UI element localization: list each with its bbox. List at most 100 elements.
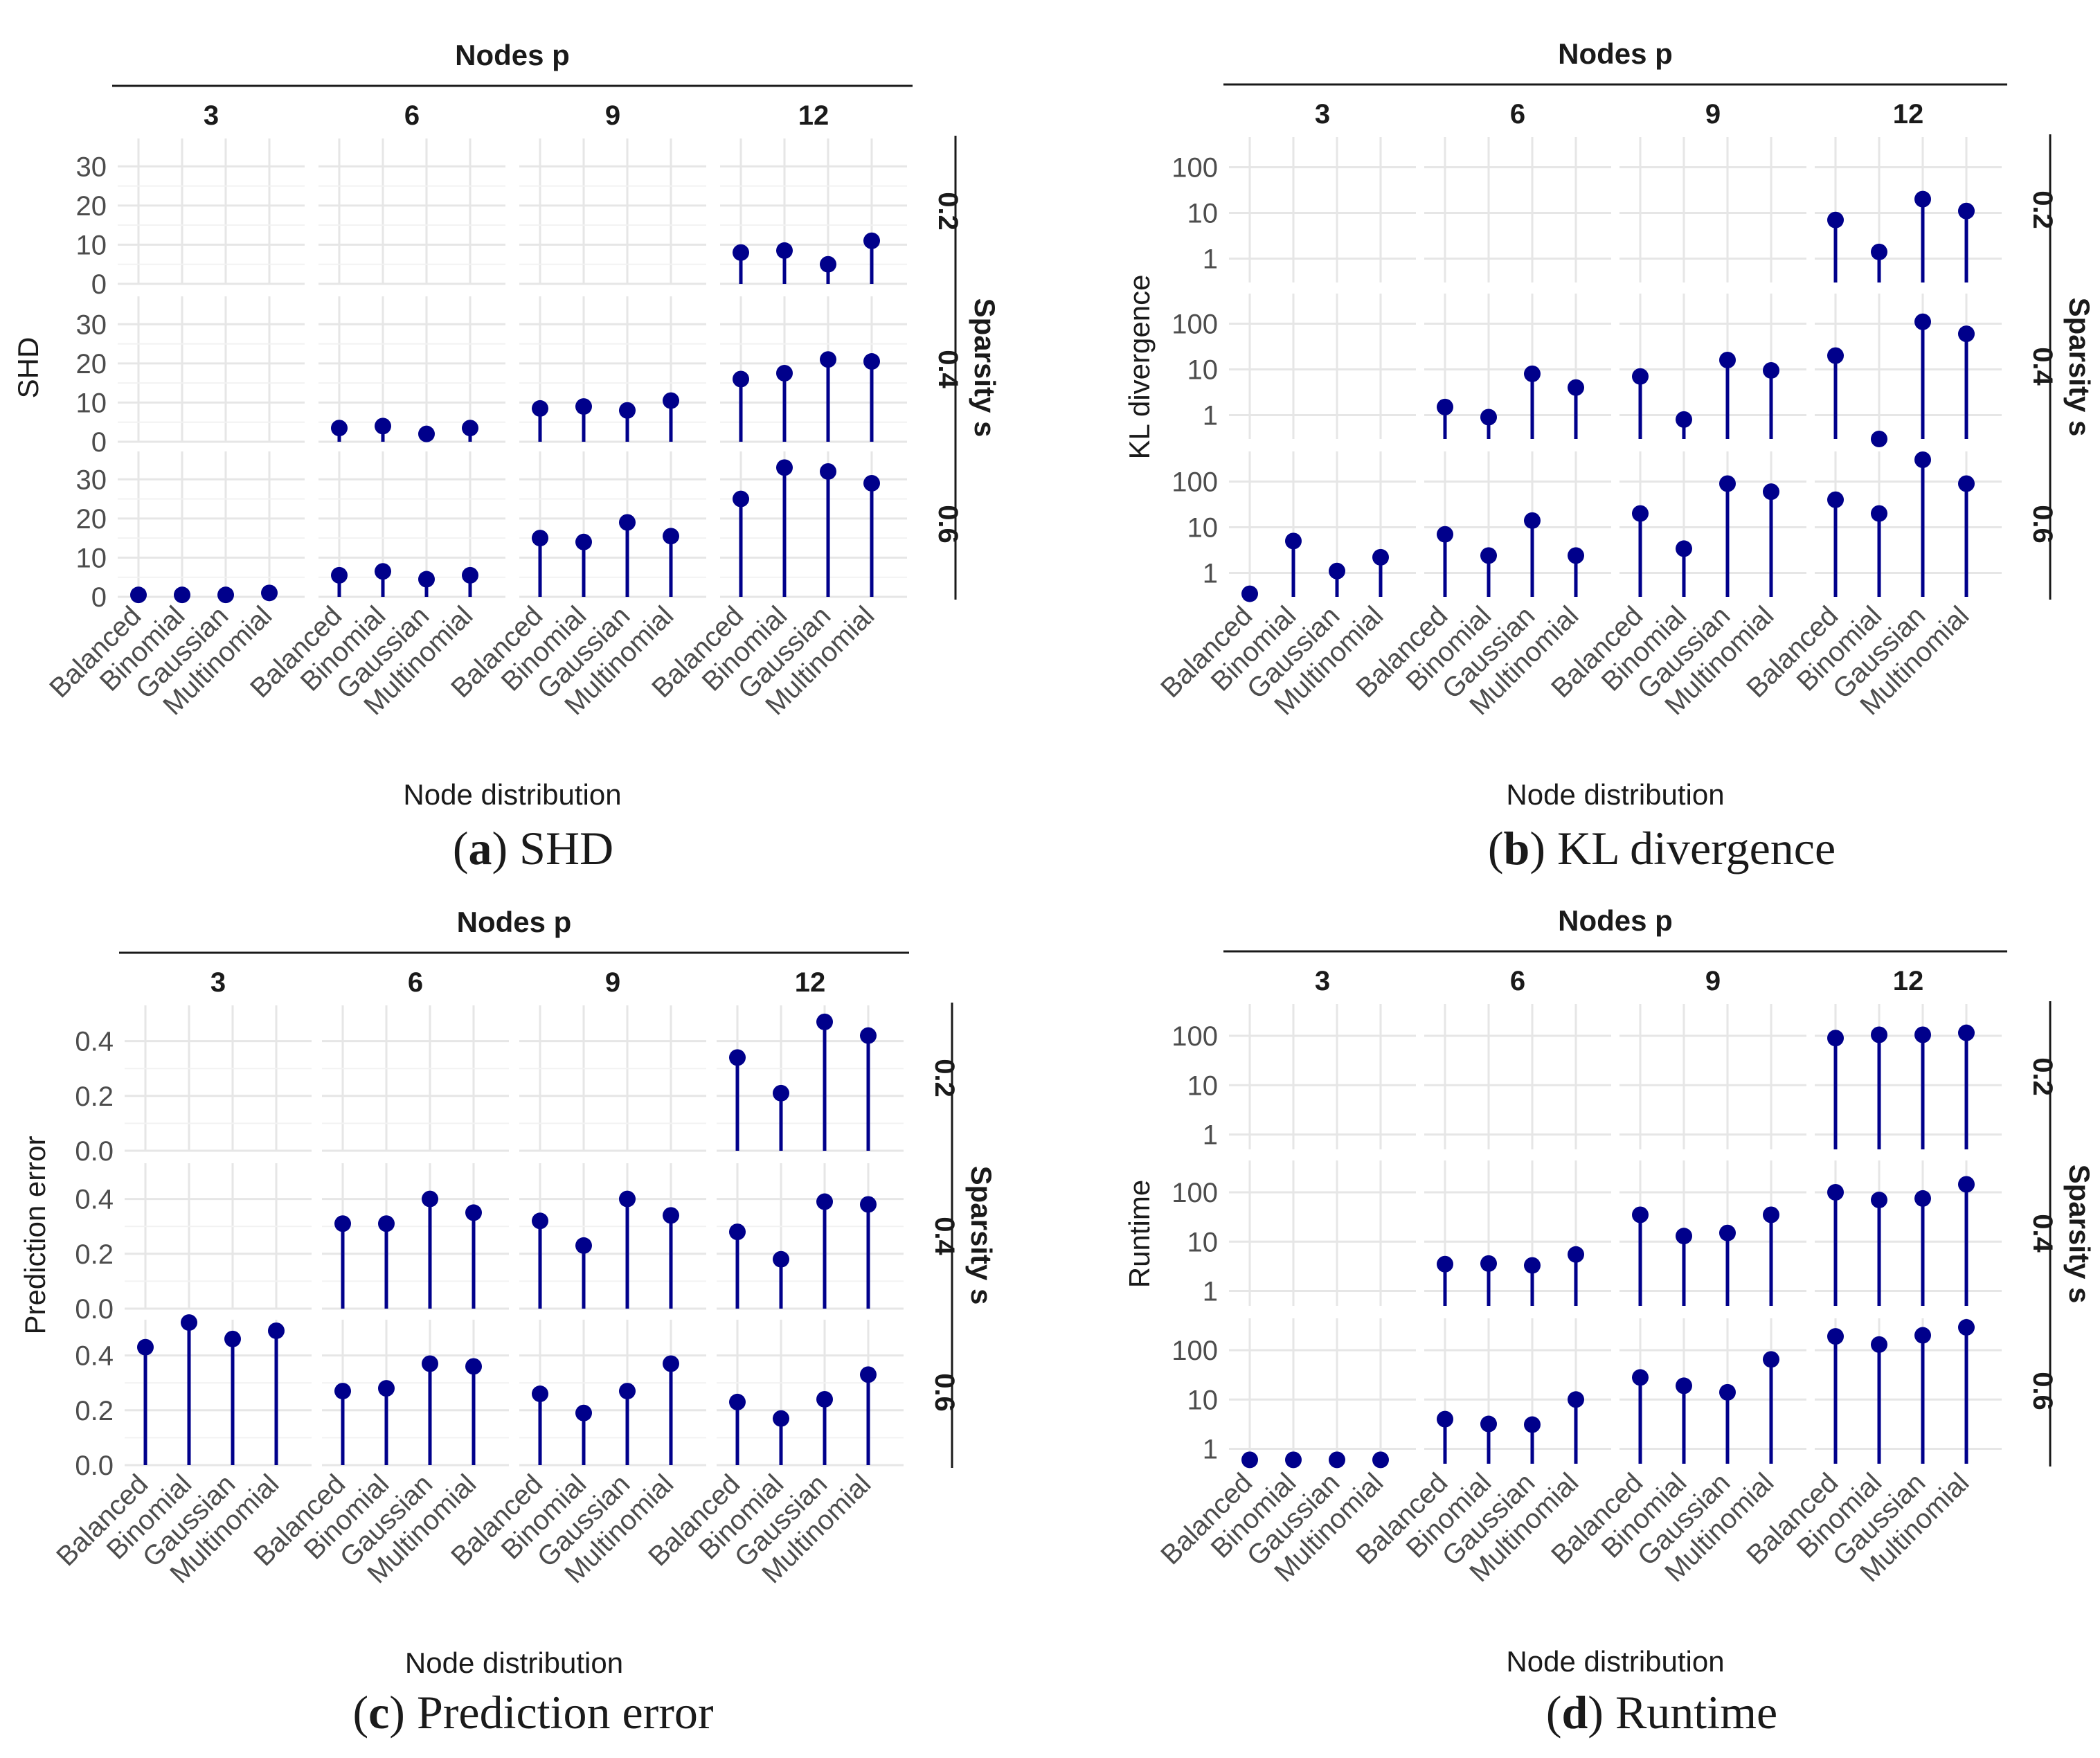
y-tick-label: 0 [91,582,107,613]
y-tick-label: 0.0 [75,1294,114,1325]
lollipop-point [1827,211,1844,228]
facet-p6-s0.6 [322,1320,509,1467]
facet-p6-s0.4 [322,1163,509,1310]
caption-text: SHD [519,822,613,874]
lollipop-point [334,1215,351,1232]
y-tick-label: 10 [1187,198,1219,228]
x-axis-title: Node distribution [1506,1645,1724,1678]
lollipop-point [1914,1327,1931,1344]
lollipop-point [532,1212,548,1230]
row-label-0.2: 0.2 [2027,190,2058,229]
panel-caption: (b) KL divergence [1488,822,1836,874]
facet-p3-s0.6 [1229,451,1416,602]
lollipop-point [1958,475,1975,492]
column-label-9: 9 [605,100,620,131]
facet-p9-s0.4 [519,296,706,443]
lollipop-point [816,1390,833,1408]
facet-p12-s0.6 [1815,451,2002,597]
lollipop-point [733,244,749,261]
lollipop-point [619,1383,636,1400]
row-label-0.6: 0.6 [2027,505,2058,544]
lollipop-point [1719,352,1736,369]
lollipop-point [663,392,679,409]
row-label-0.4: 0.4 [2027,347,2058,386]
column-label-6: 6 [408,967,423,998]
facet-p3-s0.2 [118,138,305,285]
lollipop-point [418,425,435,442]
lollipop-point [1958,202,1975,219]
lollipop-point [1632,368,1649,385]
lollipop-point [1632,505,1649,522]
lollipop-point [816,1193,833,1210]
panel-a: Nodes p 3 6 9 12 0.2 0.4 0.6 Sparsity s 0 10 20 30 0 1… [12,39,1001,874]
lollipop-point [174,586,190,604]
lollipop-point [217,586,234,604]
lollipop-point [1827,1030,1844,1047]
lollipop-point [1480,1255,1497,1272]
facet-p9-s0.4 [519,1163,706,1310]
facet-p12-s0.6 [720,451,907,598]
lollipop-point [575,1404,592,1421]
column-label-3: 3 [210,967,226,998]
column-strip-title: Nodes p [455,39,570,71]
row-label-0.2: 0.2 [2027,1057,2058,1096]
panel-caption: (a) SHD [453,822,613,874]
lollipop-point [733,370,749,388]
y-tick-label: 0.2 [75,1082,114,1112]
y-tick-label: 0.0 [75,1451,114,1481]
caption-text: KL divergence [1557,822,1836,874]
caption-letter: b [1504,822,1530,874]
facet-p12-s0.2 [720,138,907,285]
lollipop-point [1719,1383,1736,1401]
lollipop-point [860,1366,877,1383]
lollipop-point [729,1223,746,1241]
lollipop-point [1827,347,1844,364]
lollipop-point [1329,562,1345,580]
facet-p9-s0.2 [519,138,706,285]
y-axis-title: Runtime [1123,1180,1156,1288]
lollipop-point [1329,1451,1345,1469]
facet-p9-s0.2 [519,1005,706,1152]
lollipop-point [137,1338,154,1356]
y-axis-title: KL divergence [1123,275,1156,460]
lollipop-point [1372,1451,1389,1469]
lollipop-point [1871,1026,1887,1043]
facet-p6-s0.2 [322,1005,509,1152]
lollipop-point [663,1207,679,1224]
panel-caption: (c) Prediction error [352,1686,713,1739]
lollipop-point [130,586,147,604]
lollipop-point [1632,1369,1649,1386]
lollipop-point [860,1027,877,1044]
y-tick-label: 10 [1187,355,1219,385]
facet-p3-s0.4 [118,296,305,443]
lollipop-point [331,420,348,437]
lollipop-point [1871,1336,1887,1353]
x-axis-title: Node distribution [403,778,621,811]
column-label-12: 12 [1893,966,1924,996]
x-axis-title: Node distribution [405,1647,623,1679]
y-tick-label: 10 [76,230,107,260]
facet-p3-s0.4 [1229,294,1416,439]
lollipop-point [1676,1377,1692,1394]
caption-text: Runtime [1615,1686,1777,1739]
lollipop-point [1676,411,1692,428]
lollipop-point [1568,379,1584,396]
lollipop-point [663,1355,679,1372]
caption-letter: a [468,822,492,874]
lollipop-point [816,1013,833,1030]
y-tick-label: 30 [76,152,107,182]
lollipop-point [1437,398,1453,415]
lollipop-point [1480,1415,1497,1433]
row-label-0.6: 0.6 [2027,1372,2058,1410]
row-label-0.4: 0.4 [933,350,963,388]
lollipop-point [773,1084,789,1102]
y-tick-label: 10 [1187,1227,1219,1257]
lollipop-point [575,1237,592,1254]
facet-p12-s0.6 [717,1320,904,1467]
lollipop-point [773,1250,789,1268]
lollipop-point [1480,409,1497,426]
facet-p12-s0.4 [720,296,907,443]
lollipop-point [1958,325,1975,343]
lollipop-point [1914,190,1931,208]
